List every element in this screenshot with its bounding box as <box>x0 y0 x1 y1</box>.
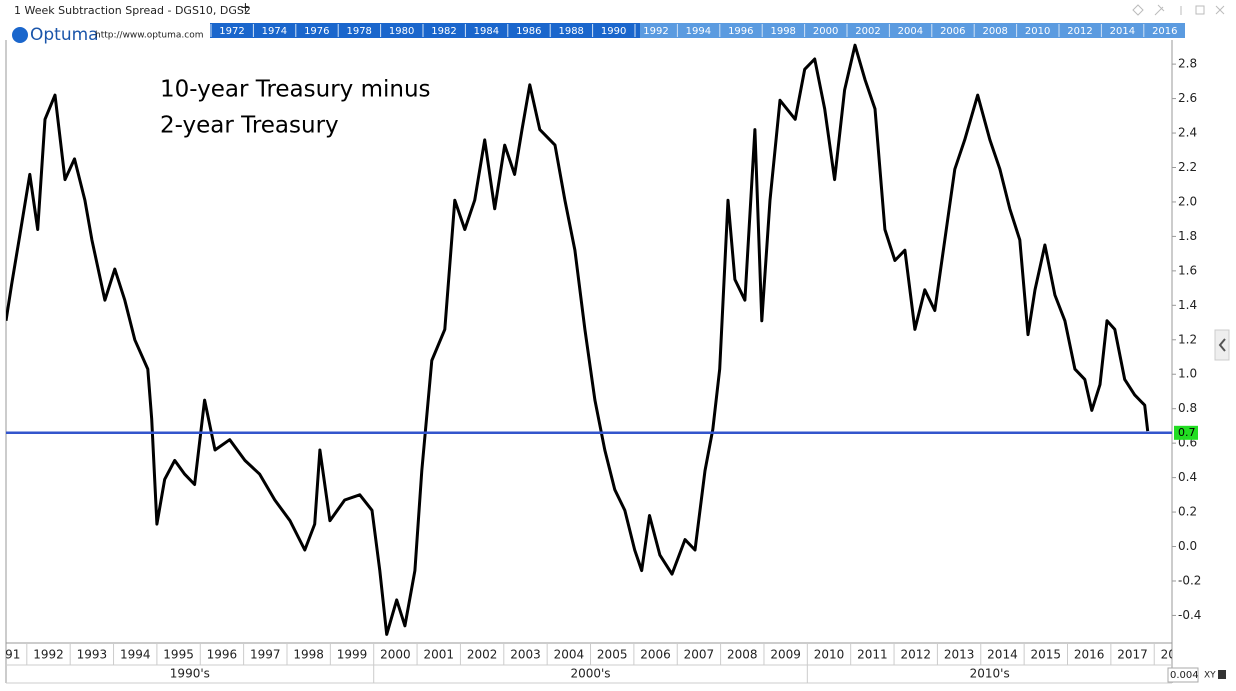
navigator-year: 1978 <box>346 26 371 37</box>
y-tick-label: 1.4 <box>1178 298 1197 312</box>
navigator-year: 1976 <box>304 26 329 37</box>
y-tick-label: 1.6 <box>1178 263 1197 277</box>
decade-label: 1990's <box>170 667 210 681</box>
y-tick-label: 1.0 <box>1178 367 1197 381</box>
x-tick-label: 2018 <box>1161 648 1192 662</box>
y-tick-label: 0.8 <box>1178 401 1197 415</box>
navigator-year: 1972 <box>219 26 244 37</box>
navigator-year: 1994 <box>686 26 711 37</box>
navigator-year: 1982 <box>431 26 456 37</box>
annotation: 2-year Treasury <box>160 113 339 139</box>
x-tick-label: 2003 <box>510 648 541 662</box>
y-tick-label: 0.2 <box>1178 505 1197 519</box>
x-tick-label: 2014 <box>987 648 1018 662</box>
x-tick-label: 1998 <box>293 648 324 662</box>
y-tick-label: 2.4 <box>1178 126 1197 140</box>
x-tick-label: 2008 <box>727 648 758 662</box>
x-tick-label: 2001 <box>423 648 454 662</box>
lock-icon[interactable] <box>1218 670 1226 679</box>
zoom-box[interactable] <box>1167 667 1199 683</box>
x-tick-label: 1993 <box>77 648 108 662</box>
y-tick-label: 0.4 <box>1178 470 1197 484</box>
window-controls <box>1132 4 1225 16</box>
y-tick-label: 2.0 <box>1178 194 1197 208</box>
navigator-year: 2008 <box>982 26 1007 37</box>
navigator-strip[interactable] <box>640 23 1185 38</box>
plot-area: 1991 1992 1993 1994 1995 1996 1997 1998 1999 2000… <box>0 43 1192 665</box>
x-tick-label: 2011 <box>857 648 888 662</box>
control-icon[interactable] <box>1195 5 1205 15</box>
navigator-year: 1986 <box>516 26 541 37</box>
control-icon[interactable] <box>1154 4 1165 16</box>
y-tick-label: 0.0 <box>1178 539 1197 553</box>
control-icon[interactable] <box>1132 4 1144 16</box>
navigator-year: 1988 <box>558 26 583 37</box>
annotation: 10-year Treasury minus <box>160 77 431 103</box>
y-tick-label: -0.2 <box>1178 573 1201 587</box>
navigator-year: 2000 <box>813 26 838 37</box>
navigator-year: 2006 <box>940 26 965 37</box>
x-tick-label: 2005 <box>597 648 628 662</box>
navigator: 1972 1974 1976 1978 1980 1982 1984 1986 1988 1990… <box>210 24 1178 37</box>
navigator-year: 1998 <box>770 26 795 37</box>
logo: Optuma <box>30 25 99 45</box>
logo-url: http://www.optuma.com <box>95 31 204 41</box>
window-title: 1 Week Subtraction Spread - DGS10, DGS2 <box>14 4 251 17</box>
reference-label: 0.7 <box>1178 426 1196 439</box>
navigator-year: 1992 <box>643 26 668 37</box>
x-tick-label: 1991 <box>0 648 20 662</box>
decade-label: 2000's <box>570 667 610 681</box>
x-tick-label: 2017 <box>1117 648 1148 662</box>
reference-label-box <box>1174 425 1198 440</box>
navigator-year: 1996 <box>728 26 753 37</box>
x-tick-label: 2013 <box>944 648 975 662</box>
navigator-year: 1984 <box>474 26 499 37</box>
navigator-year: 1974 <box>262 26 287 37</box>
x-tick-label: 2002 <box>467 648 498 662</box>
control-icon[interactable] <box>1215 5 1225 15</box>
y-tick-label: 2.2 <box>1178 160 1197 174</box>
x-tick-label: 2010 <box>814 648 845 662</box>
navigator-year: 2012 <box>1067 26 1092 37</box>
y-tick-label: 2.8 <box>1178 57 1197 71</box>
x-tick-label: 1992 <box>33 648 64 662</box>
y-tick-label: 1.2 <box>1178 332 1197 346</box>
y-tick-label: 1.8 <box>1178 229 1197 243</box>
navigator-year: 2004 <box>898 26 923 37</box>
navigator-year: 2002 <box>855 26 880 37</box>
x-tick-label: 1995 <box>163 648 194 662</box>
arrow-icon <box>1218 338 1226 352</box>
x-tick-label: 1999 <box>337 648 368 662</box>
mode-label[interactable]: XY <box>1204 671 1216 681</box>
navigator-year: 2014 <box>1110 26 1135 37</box>
add-button[interactable]: + <box>240 1 251 16</box>
y-tick-label: -0.4 <box>1178 608 1201 622</box>
x-tick-label: 2012 <box>900 648 931 662</box>
x-tick-label: 2016 <box>1074 648 1105 662</box>
zoom-value: 0.004 <box>1170 670 1199 681</box>
navigator-year: 1980 <box>389 26 414 37</box>
y-tick-label: 2.6 <box>1178 91 1197 105</box>
logo-icon <box>12 27 28 43</box>
x-tick-label: 2015 <box>1031 648 1062 662</box>
navigator-window[interactable] <box>210 23 640 38</box>
x-tick-label: 2004 <box>554 648 585 662</box>
side-panel-toggle[interactable] <box>1214 329 1230 361</box>
x-tick-label: 2000 <box>380 648 411 662</box>
x-tick-label: 2007 <box>684 648 715 662</box>
navigator-year: 2016 <box>1152 26 1177 37</box>
x-tick-label: 2006 <box>640 648 671 662</box>
x-tick-label: 1996 <box>207 648 238 662</box>
decade-label: 2010's <box>970 667 1010 681</box>
x-tick-label: 1994 <box>120 648 151 662</box>
x-tick-label: 2009 <box>770 648 801 662</box>
x-tick-label: 1997 <box>250 648 281 662</box>
navigator-year: 1990 <box>601 26 626 37</box>
line-series <box>6 43 1150 636</box>
navigator-year: 2010 <box>1025 26 1050 37</box>
